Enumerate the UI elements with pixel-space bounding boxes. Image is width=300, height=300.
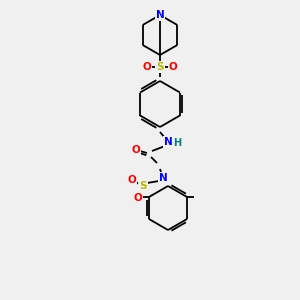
Text: S: S	[156, 62, 164, 72]
Text: H: H	[173, 138, 181, 148]
Text: O: O	[169, 62, 177, 72]
Text: O: O	[142, 62, 152, 72]
Text: S: S	[139, 181, 147, 191]
Text: O: O	[128, 175, 136, 185]
Text: O: O	[134, 193, 142, 203]
Text: O: O	[132, 145, 140, 155]
Text: N: N	[164, 137, 172, 147]
Text: N: N	[156, 10, 164, 20]
Text: N: N	[159, 173, 167, 183]
